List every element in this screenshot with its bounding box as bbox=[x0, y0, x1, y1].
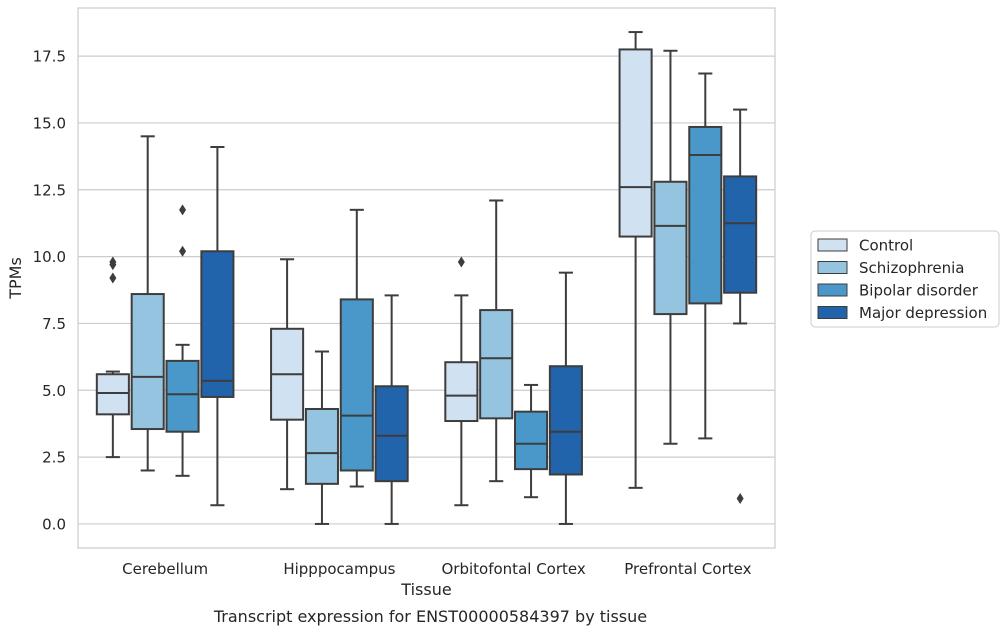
chart-caption: Transcript expression for ENST0000058439… bbox=[213, 607, 647, 626]
legend-swatch bbox=[817, 283, 848, 297]
outlier-point bbox=[457, 256, 465, 268]
x-tick-label: Hipppocampus bbox=[283, 560, 395, 578]
legend-swatch bbox=[817, 261, 848, 274]
y-tick-label: 7.5 bbox=[42, 315, 66, 333]
x-tick-label: Prefrontal Cortex bbox=[624, 560, 751, 578]
y-tick-label: 17.5 bbox=[33, 48, 66, 66]
outlier-point bbox=[179, 245, 187, 257]
x-axis-ticks: Cerebellum Hipppocampus Orbitofontal Corte… bbox=[122, 560, 751, 578]
iqr-box bbox=[688, 125, 723, 305]
iqr-box bbox=[618, 48, 653, 238]
iqr-box bbox=[374, 385, 409, 483]
outlier-point bbox=[736, 493, 744, 505]
plot-area-frame bbox=[77, 7, 776, 549]
box-schizophrenia bbox=[653, 49, 688, 445]
legend-label: Bipolar disorder bbox=[859, 282, 979, 300]
box-schizophrenia bbox=[130, 135, 165, 472]
y-tick-label: 12.5 bbox=[33, 181, 66, 199]
legend-label: Major depression bbox=[859, 304, 987, 322]
y-tick-label: 5.0 bbox=[42, 382, 66, 400]
box-control bbox=[270, 258, 305, 491]
legend: Control Schizophrenia Bipolar disorder Majo… bbox=[810, 230, 1000, 328]
iqr-box bbox=[653, 180, 688, 316]
y-tick-label: 0.0 bbox=[42, 515, 66, 533]
outlier-point bbox=[109, 272, 117, 284]
iqr-box bbox=[548, 365, 583, 476]
iqr-box bbox=[130, 293, 165, 431]
y-axis-ticks: 0.0 2.5 5.0 7.5 10.0 12.5 15.0 17.5 bbox=[33, 48, 66, 534]
x-tick-label: Cerebellum bbox=[122, 560, 208, 578]
y-tick-label: 15.0 bbox=[33, 114, 66, 132]
box-major-depression bbox=[374, 294, 409, 525]
y-tick-label: 10.0 bbox=[33, 248, 66, 266]
legend-label: Schizophrenia bbox=[859, 259, 964, 277]
box-plot-series bbox=[95, 31, 758, 525]
box-schizophrenia bbox=[304, 350, 339, 525]
box-bipolar-disorder bbox=[514, 383, 549, 499]
iqr-box bbox=[444, 361, 479, 423]
legend-label: Control bbox=[859, 237, 913, 255]
legend-swatch bbox=[817, 238, 848, 252]
x-axis-label: Tissue bbox=[400, 580, 451, 599]
iqr-box bbox=[200, 250, 235, 398]
y-axis-label: TPMs bbox=[6, 257, 25, 300]
outlier-point bbox=[109, 256, 117, 268]
box-major-depression bbox=[548, 271, 583, 525]
iqr-box bbox=[165, 359, 200, 433]
box-control bbox=[618, 31, 653, 489]
iqr-box bbox=[304, 407, 339, 485]
iqr-box bbox=[479, 309, 514, 420]
box-major-depression bbox=[200, 146, 235, 507]
box-control bbox=[95, 256, 130, 459]
iqr-box bbox=[95, 373, 130, 416]
box-schizophrenia bbox=[479, 199, 514, 483]
legend-swatch bbox=[817, 306, 848, 319]
iqr-box bbox=[339, 298, 374, 472]
box-control bbox=[444, 256, 479, 507]
legend-frame bbox=[810, 230, 1000, 328]
outlier-point bbox=[179, 204, 187, 216]
box-bipolar-disorder bbox=[339, 208, 374, 488]
iqr-box bbox=[723, 175, 758, 294]
iqr-box bbox=[514, 410, 549, 471]
box-bipolar-disorder bbox=[688, 72, 723, 440]
x-tick-label: Orbitofontal Cortex bbox=[442, 560, 586, 578]
box-bipolar-disorder bbox=[165, 204, 200, 477]
y-tick-label: 2.5 bbox=[42, 449, 66, 467]
box-major-depression bbox=[723, 108, 758, 505]
